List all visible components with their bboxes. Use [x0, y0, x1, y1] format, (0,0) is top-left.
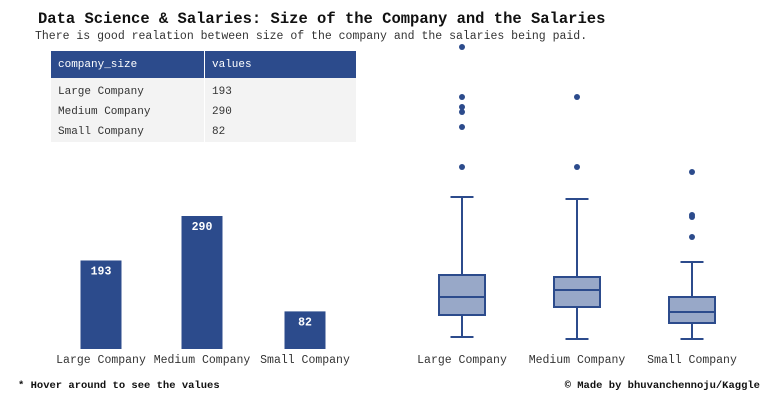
table-row: Large Company 193: [51, 78, 356, 102]
box: [668, 296, 716, 324]
outlier-point: [459, 124, 465, 130]
box: [553, 276, 601, 308]
table-cell-value: 193: [204, 78, 356, 102]
table-row: Medium Company 290: [51, 102, 356, 122]
chart-subtitle: There is good realation between size of …: [35, 30, 588, 43]
x-tick-label: Medium Company: [154, 354, 251, 367]
bar-data-label: 193: [91, 265, 112, 278]
x-tick-label: Small Company: [647, 354, 737, 367]
author-credit: © Made by bhuvanchennoju/Kaggle: [564, 380, 760, 392]
table-cell-value: 290: [204, 102, 356, 122]
box: [438, 274, 486, 316]
outlier-point: [574, 94, 580, 100]
x-tick-label: Large Company: [56, 354, 146, 367]
bar: [80, 260, 122, 349]
table-cell-value: 82: [204, 122, 356, 142]
bar-data-label: 290: [192, 221, 213, 234]
table-header-company-size: company_size: [51, 51, 205, 78]
outlier-point: [459, 104, 465, 110]
bar: [181, 216, 223, 349]
bar-data-label: 82: [298, 316, 312, 329]
table-cell-company-size: Large Company: [51, 78, 205, 102]
outlier-point: [459, 44, 465, 50]
table-cell-company-size: Small Company: [51, 122, 205, 142]
bar: [284, 311, 326, 349]
chart-title: Data Science & Salaries: Size of the Com…: [38, 10, 606, 28]
table-cell-company-size: Medium Company: [51, 102, 205, 122]
company-size-table: company_size values Large Company 193 Me…: [51, 51, 356, 142]
outlier-point: [689, 169, 695, 175]
hover-footnote: * Hover around to see the values: [18, 380, 220, 392]
outlier-point: [574, 164, 580, 170]
outlier-point: [459, 94, 465, 100]
outlier-point: [689, 212, 695, 218]
table-header-values: values: [204, 51, 356, 78]
x-tick-label: Large Company: [417, 354, 507, 367]
outlier-point: [459, 109, 465, 115]
outlier-point: [459, 164, 465, 170]
x-tick-label: Small Company: [260, 354, 350, 367]
table-header-row: company_size values: [51, 51, 356, 78]
outlier-point: [689, 234, 695, 240]
table-row: Small Company 82: [51, 122, 356, 142]
x-tick-label: Medium Company: [529, 354, 626, 367]
